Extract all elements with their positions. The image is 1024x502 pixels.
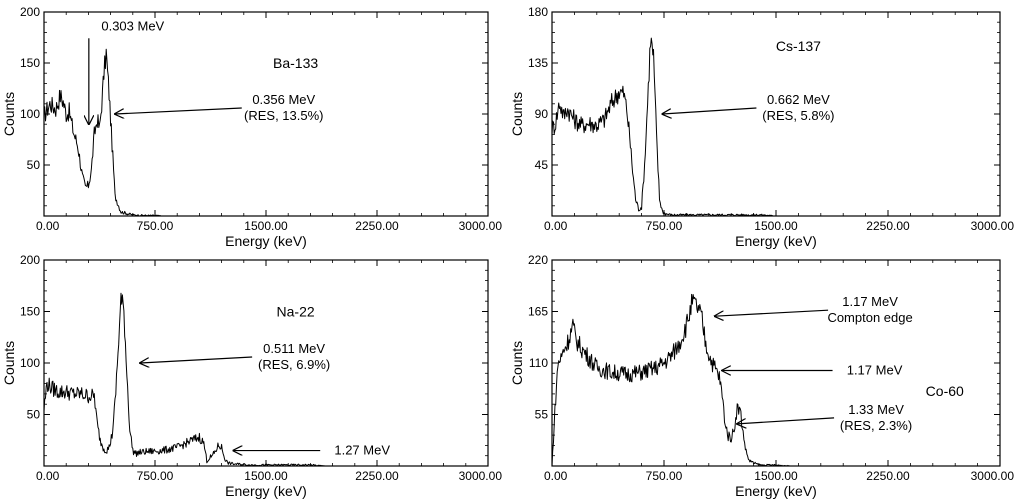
y-axis-label: Counts bbox=[509, 341, 525, 385]
x-tick-label: 1500.00 bbox=[754, 219, 798, 233]
y-tick-label: 110 bbox=[529, 356, 548, 370]
y-tick-label: 180 bbox=[528, 5, 548, 19]
y-tick-label: 150 bbox=[20, 56, 40, 70]
x-tick-label: 3000.00 bbox=[971, 469, 1015, 483]
annotation-label: (RES, 13.5%) bbox=[244, 108, 323, 123]
y-axis-label: Counts bbox=[1, 341, 17, 385]
isotope-label: Co-60 bbox=[926, 383, 964, 399]
annotation-label: (RES, 2.3%) bbox=[840, 418, 912, 433]
annotation-label: 1.27 MeV bbox=[334, 443, 390, 458]
x-axis-label: Energy (keV) bbox=[225, 233, 307, 249]
y-tick-label: 45 bbox=[535, 158, 549, 172]
y-tick-label: 55 bbox=[535, 408, 549, 422]
y-tick-label: 165 bbox=[528, 305, 548, 319]
isotope-label: Na-22 bbox=[277, 304, 315, 320]
x-tick-label: 0.00 bbox=[36, 219, 60, 233]
annotation-arrow bbox=[140, 356, 253, 363]
annotation-arrow bbox=[715, 309, 829, 316]
x-tick-label: 750.00 bbox=[137, 219, 174, 233]
spectrum-series-line bbox=[43, 48, 163, 217]
y-tick-label: 200 bbox=[20, 5, 40, 19]
x-tick-label: 1500.00 bbox=[244, 219, 288, 233]
x-tick-label: 2250.00 bbox=[355, 469, 399, 483]
annotation-arrow bbox=[737, 417, 835, 424]
isotope-label: Ba-133 bbox=[273, 55, 318, 71]
x-tick-label: 0.00 bbox=[36, 469, 60, 483]
y-tick-label: 100 bbox=[20, 107, 40, 121]
y-tick-label: 50 bbox=[27, 408, 41, 422]
y-tick-label: 50 bbox=[27, 158, 41, 172]
plot-frame bbox=[551, 259, 1001, 467]
spectrum-panel-4: 0.00 750.00 1500.00 2250.00 3000.00 55 110 165 2… bbox=[509, 253, 1014, 499]
x-tick-label: 750.00 bbox=[137, 469, 174, 483]
y-tick-label: 200 bbox=[20, 253, 40, 267]
x-tick-label: 750.00 bbox=[646, 469, 683, 483]
y-tick-label: 135 bbox=[528, 56, 548, 70]
spectrum-panel-1: 0.00 750.00 1500.00 2250.00 3000.00 50 100 150 2… bbox=[1, 5, 502, 249]
x-axis-label: Energy (keV) bbox=[735, 483, 817, 499]
annotation-arrow bbox=[663, 107, 757, 114]
x-tick-label: 2250.00 bbox=[866, 219, 910, 233]
x-tick-label: 1500.00 bbox=[754, 469, 798, 483]
annotation-label: Compton edge bbox=[827, 310, 912, 325]
y-tick-label: 90 bbox=[535, 107, 549, 121]
annotation-label: 0.356 MeV bbox=[252, 92, 315, 107]
spectrum-panel-3: 0.00 750.00 1500.00 2250.00 3000.00 50 100 150 2… bbox=[1, 253, 502, 499]
annotation-label: 0.662 MeV bbox=[767, 92, 830, 107]
x-tick-label: 3000.00 bbox=[459, 219, 503, 233]
annotation-label: 1.17 MeV bbox=[847, 362, 903, 377]
y-tick-label: 100 bbox=[20, 356, 40, 370]
x-tick-label: 3000.00 bbox=[971, 219, 1015, 233]
y-axis-label: Counts bbox=[509, 92, 525, 136]
x-tick-label: 750.00 bbox=[646, 219, 683, 233]
annotation-label: 1.33 MeV bbox=[848, 402, 904, 417]
x-axis-label: Energy (keV) bbox=[225, 483, 307, 499]
y-axis-label: Counts bbox=[1, 92, 17, 136]
y-tick-label: 220 bbox=[528, 253, 548, 267]
annotation-label: 0.303 MeV bbox=[101, 18, 164, 33]
spectrum-series-line bbox=[551, 37, 776, 217]
spectrum-series-line bbox=[551, 293, 791, 467]
annotation-label: 1.17 MeV bbox=[842, 294, 898, 309]
x-tick-label: 0.00 bbox=[544, 219, 568, 233]
annotation-arrow bbox=[115, 107, 242, 114]
x-tick-label: 0.00 bbox=[544, 469, 568, 483]
x-tick-label: 1500.00 bbox=[244, 469, 288, 483]
x-axis-label: Energy (keV) bbox=[735, 233, 817, 249]
spectrum-panel-2: 0.00 750.00 1500.00 2250.00 3000.00 45 90 135 18… bbox=[509, 5, 1014, 249]
isotope-label: Cs-137 bbox=[776, 38, 821, 54]
x-tick-label: 3000.00 bbox=[459, 469, 503, 483]
annotation-label: (RES, 6.9%) bbox=[258, 357, 330, 372]
spectrum-series-line bbox=[43, 292, 326, 467]
annotation-label: (RES, 5.8%) bbox=[762, 108, 834, 123]
y-tick-label: 150 bbox=[20, 305, 40, 319]
x-tick-label: 2250.00 bbox=[355, 219, 399, 233]
x-tick-label: 2250.00 bbox=[866, 469, 910, 483]
annotation-label: 0.511 MeV bbox=[263, 341, 325, 356]
